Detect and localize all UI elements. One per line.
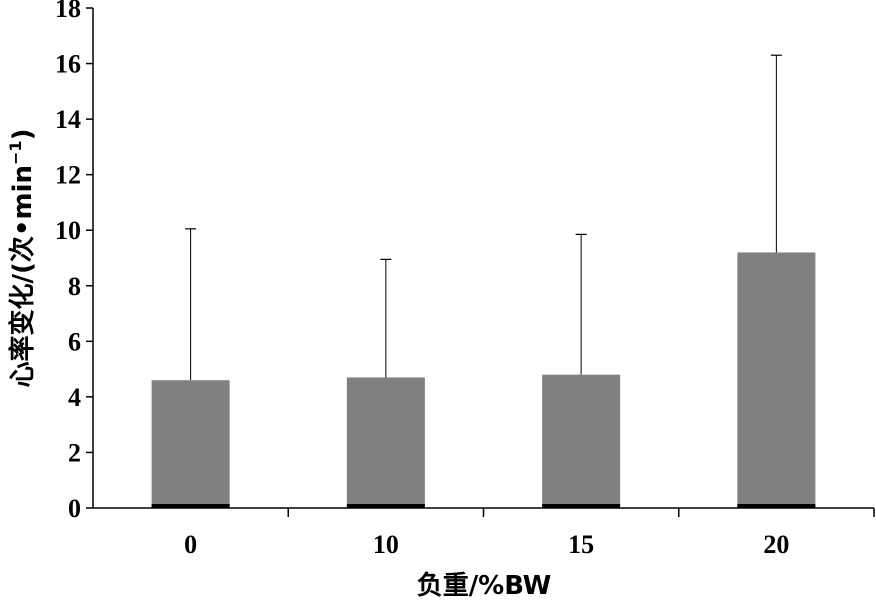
bar-base-15 — [542, 504, 621, 508]
bar-0 — [151, 380, 230, 508]
bar-base-20 — [737, 504, 816, 508]
y-tick-label-18: 18 — [55, 0, 81, 23]
y-tick-label-10: 10 — [55, 216, 81, 245]
y-tick-label-2: 2 — [68, 438, 81, 467]
y-axis-title-superscript: −1 — [6, 140, 25, 165]
y-tick-label-14: 14 — [55, 105, 81, 134]
y-tick-label-8: 8 — [68, 272, 81, 301]
y-axis-title-main: 心率变化/(次•min — [7, 165, 38, 388]
x-tick-label-15: 15 — [568, 530, 594, 559]
x-tick-label-0: 0 — [184, 530, 197, 559]
x-axis-title: 负重/%BW — [417, 571, 552, 601]
y-tick-label-12: 12 — [55, 161, 81, 190]
y-tick-label-4: 4 — [68, 383, 81, 412]
bar-15 — [542, 374, 621, 508]
bar-base-10 — [346, 504, 425, 508]
y-axis-title: 心率变化/(次•min−1) — [6, 129, 38, 388]
bar-10 — [346, 377, 425, 508]
y-tick-label-16: 16 — [55, 50, 81, 79]
x-tick-label-10: 10 — [373, 530, 399, 559]
plot-area: 0 10 15 20 0 2 4 6 8 10 12 14 16 18 — [55, 0, 875, 559]
y-tick-label-0: 0 — [68, 494, 81, 523]
y-axis-title-close: ) — [8, 129, 38, 141]
y-tick-label-6: 6 — [68, 327, 81, 356]
bar-base-0 — [151, 504, 230, 508]
x-tick-label-20: 20 — [763, 530, 789, 559]
bar-20 — [737, 252, 816, 508]
